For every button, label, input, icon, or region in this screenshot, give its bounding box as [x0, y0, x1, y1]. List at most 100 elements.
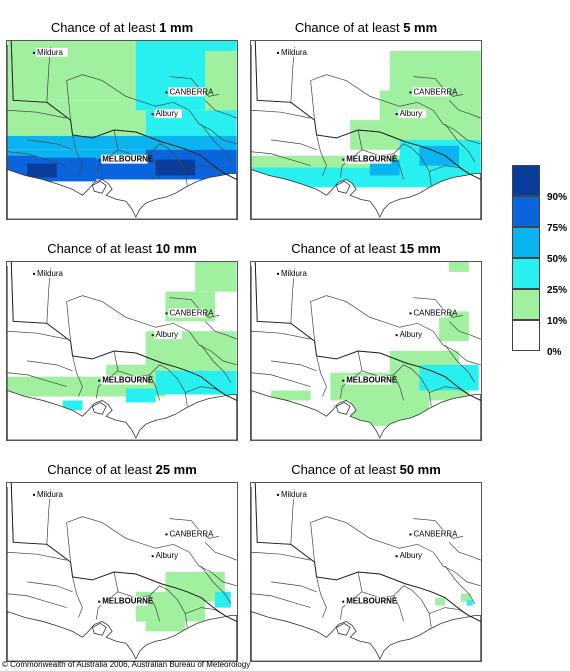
place-label-background — [279, 47, 312, 57]
place-marker — [277, 493, 279, 496]
place-marker — [409, 91, 412, 94]
place-marker — [277, 51, 279, 54]
district-border — [204, 542, 237, 561]
district-border — [393, 585, 432, 628]
place-label-canberra: CANBERRA — [169, 529, 214, 538]
place-label-melbourne: MELBOURNE — [102, 155, 153, 164]
probability-cell — [145, 621, 186, 632]
place-marker — [342, 158, 345, 161]
probability-cell — [389, 50, 481, 91]
district-border — [200, 123, 232, 162]
probability-cell — [435, 597, 446, 606]
probability-cell — [195, 262, 237, 292]
place-label-canberra: CANBERRA — [169, 308, 214, 317]
probability-cell — [96, 159, 156, 180]
state-border — [254, 41, 481, 180]
map-svg: Mildura CANBERRA Albury MELBOURNE — [7, 483, 237, 661]
bay-area — [91, 180, 107, 194]
probability-cell — [205, 50, 237, 111]
panel-title: Chance of at least 10 mm — [47, 241, 197, 256]
map-svg: Mildura CANBERRA Albury MELBOURNE — [7, 41, 237, 219]
place-label-albury: Albury — [156, 551, 178, 560]
district-border — [316, 355, 327, 397]
bay-area — [335, 401, 351, 415]
place-label-melbourne: MELBOURNE — [102, 376, 153, 385]
district-border — [444, 565, 476, 604]
district-border — [271, 139, 317, 151]
place-label-melbourne: MELBOURNE — [346, 597, 397, 606]
place-marker — [395, 555, 398, 558]
sea-area — [7, 169, 237, 219]
panel-title: Chance of at least 5 mm — [294, 20, 438, 35]
state-border — [10, 483, 237, 622]
probability-map: Mildura CANBERRA Albury MELBOURNE — [6, 40, 238, 220]
probability-cell — [466, 599, 473, 606]
legend-swatch-75 — [512, 196, 540, 227]
state-border — [10, 41, 237, 180]
district-border — [7, 372, 67, 387]
place-label-melbourne: MELBOURNE — [346, 376, 397, 385]
district-border — [66, 516, 237, 587]
bay-area — [91, 401, 107, 415]
place-marker — [342, 600, 345, 603]
map-svg: Mildura CANBERRA Albury MELBOURNE — [251, 41, 481, 219]
probability-cell — [214, 591, 231, 608]
district-border — [7, 151, 67, 166]
place-marker — [98, 158, 101, 161]
place-label-background — [154, 330, 182, 340]
bay-area — [335, 180, 351, 194]
bay-area — [335, 622, 351, 636]
place-label-albury: Albury — [400, 109, 422, 118]
district-border — [310, 295, 481, 366]
place-label-canberra: CANBERRA — [413, 308, 458, 317]
district-border — [27, 139, 73, 151]
district-border — [393, 143, 432, 186]
place-label-background — [101, 375, 148, 385]
place-label-background — [168, 308, 205, 318]
copyright-notice: © Commonwealth of Australia 2006, Austra… — [2, 660, 251, 669]
place-label-albury: Albury — [400, 330, 422, 339]
probability-cell — [27, 163, 57, 178]
place-marker — [165, 91, 168, 94]
district-border — [310, 74, 481, 145]
place-label-albury: Albury — [156, 109, 178, 118]
legend-label-90: 90% — [547, 192, 568, 203]
place-marker — [151, 555, 154, 558]
place-label-background — [101, 154, 148, 164]
panel-title: Chance of at least 25 mm — [47, 462, 197, 477]
district-border — [149, 143, 188, 186]
probability-cell — [155, 159, 196, 176]
place-marker — [165, 533, 168, 536]
place-marker — [395, 334, 398, 337]
district-border — [72, 576, 83, 618]
district-border — [310, 516, 481, 587]
place-label-canberra: CANBERRA — [413, 87, 458, 96]
place-marker — [151, 113, 154, 116]
place-label-background — [35, 489, 68, 499]
place-label-albury: Albury — [156, 330, 178, 339]
probability-cell — [62, 400, 83, 411]
district-border — [271, 360, 317, 372]
district-border — [271, 581, 317, 593]
place-marker — [98, 379, 101, 382]
legend-swatch-25 — [512, 258, 540, 289]
place-label-background — [398, 551, 426, 561]
probability-cell — [271, 390, 311, 401]
legend-label-0: 0% — [547, 347, 562, 358]
district-border — [204, 321, 237, 340]
sea-area — [7, 390, 237, 440]
probability-cell — [449, 262, 469, 272]
legend-label-10: 10% — [547, 316, 568, 327]
probability-cell — [460, 593, 471, 602]
district-border — [200, 344, 232, 383]
district-border — [251, 151, 311, 166]
district-border — [444, 344, 476, 383]
place-label-background — [35, 47, 68, 57]
sea-area — [251, 611, 481, 661]
map-svg: Mildura CANBERRA Albury MELBOURNE — [251, 262, 481, 440]
state-border — [254, 483, 481, 622]
panel-title: Chance of at least 1 mm — [50, 20, 194, 35]
place-label-albury: Albury — [400, 551, 422, 560]
district-border — [149, 585, 188, 628]
probability-map: Mildura CANBERRA Albury MELBOURNE — [250, 261, 482, 441]
